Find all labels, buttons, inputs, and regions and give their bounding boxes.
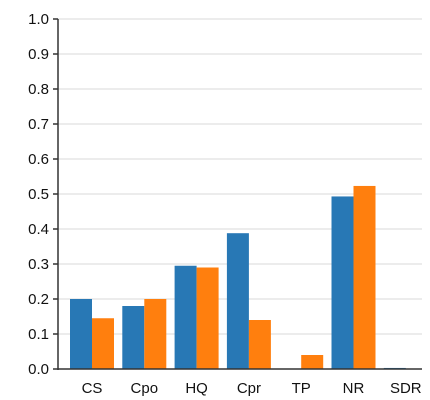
y-tick-label: 0.5 xyxy=(28,186,49,203)
bars-layer xyxy=(70,185,406,369)
bar-hq-series-2 xyxy=(196,267,219,369)
y-tick-label: 0.3 xyxy=(28,256,49,273)
y-tick-label: 0.4 xyxy=(28,221,49,238)
x-tick-label: SDR xyxy=(390,380,422,397)
bar-nr-series-2 xyxy=(353,185,376,369)
y-tick-label: 0.2 xyxy=(28,291,49,308)
label-layer: 0.0 0.1 0.2 0.3 0.4 0.5 0.6 0.7 0.8 0.9 1.0 CS Cpo HQ… xyxy=(28,11,422,397)
bar-tp-series-2 xyxy=(301,355,324,369)
x-tick-label: CS xyxy=(82,380,103,397)
x-tick-label: Cpo xyxy=(131,380,159,397)
bar-nr-series-1 xyxy=(331,196,354,369)
bar-cpr-series-1 xyxy=(226,233,249,369)
x-tick-label: TP xyxy=(292,380,311,397)
bar-cs-series-2 xyxy=(92,318,114,369)
x-tick-label: HQ xyxy=(185,380,208,397)
x-tick-label: Cpr xyxy=(237,380,261,397)
bar-hq-series-1 xyxy=(174,265,197,369)
y-tick-label: 0.9 xyxy=(28,46,49,63)
y-tick-label: 0.6 xyxy=(28,151,49,168)
axis-layer xyxy=(53,18,422,370)
bar-cpo-series-2 xyxy=(144,299,167,369)
y-tick-label: 0.0 xyxy=(28,361,49,378)
x-tick-label: NR xyxy=(343,380,365,397)
bar-cpr-series-2 xyxy=(248,320,271,369)
y-tick-label: 0.1 xyxy=(28,326,49,343)
y-tick-label: 0.7 xyxy=(28,116,49,133)
y-tick-label: 0.8 xyxy=(28,81,49,98)
bar-cpo-series-1 xyxy=(122,306,145,369)
bar-cs-series-1 xyxy=(70,299,92,369)
y-tick-label: 1.0 xyxy=(28,11,49,28)
grid-layer xyxy=(58,18,422,335)
